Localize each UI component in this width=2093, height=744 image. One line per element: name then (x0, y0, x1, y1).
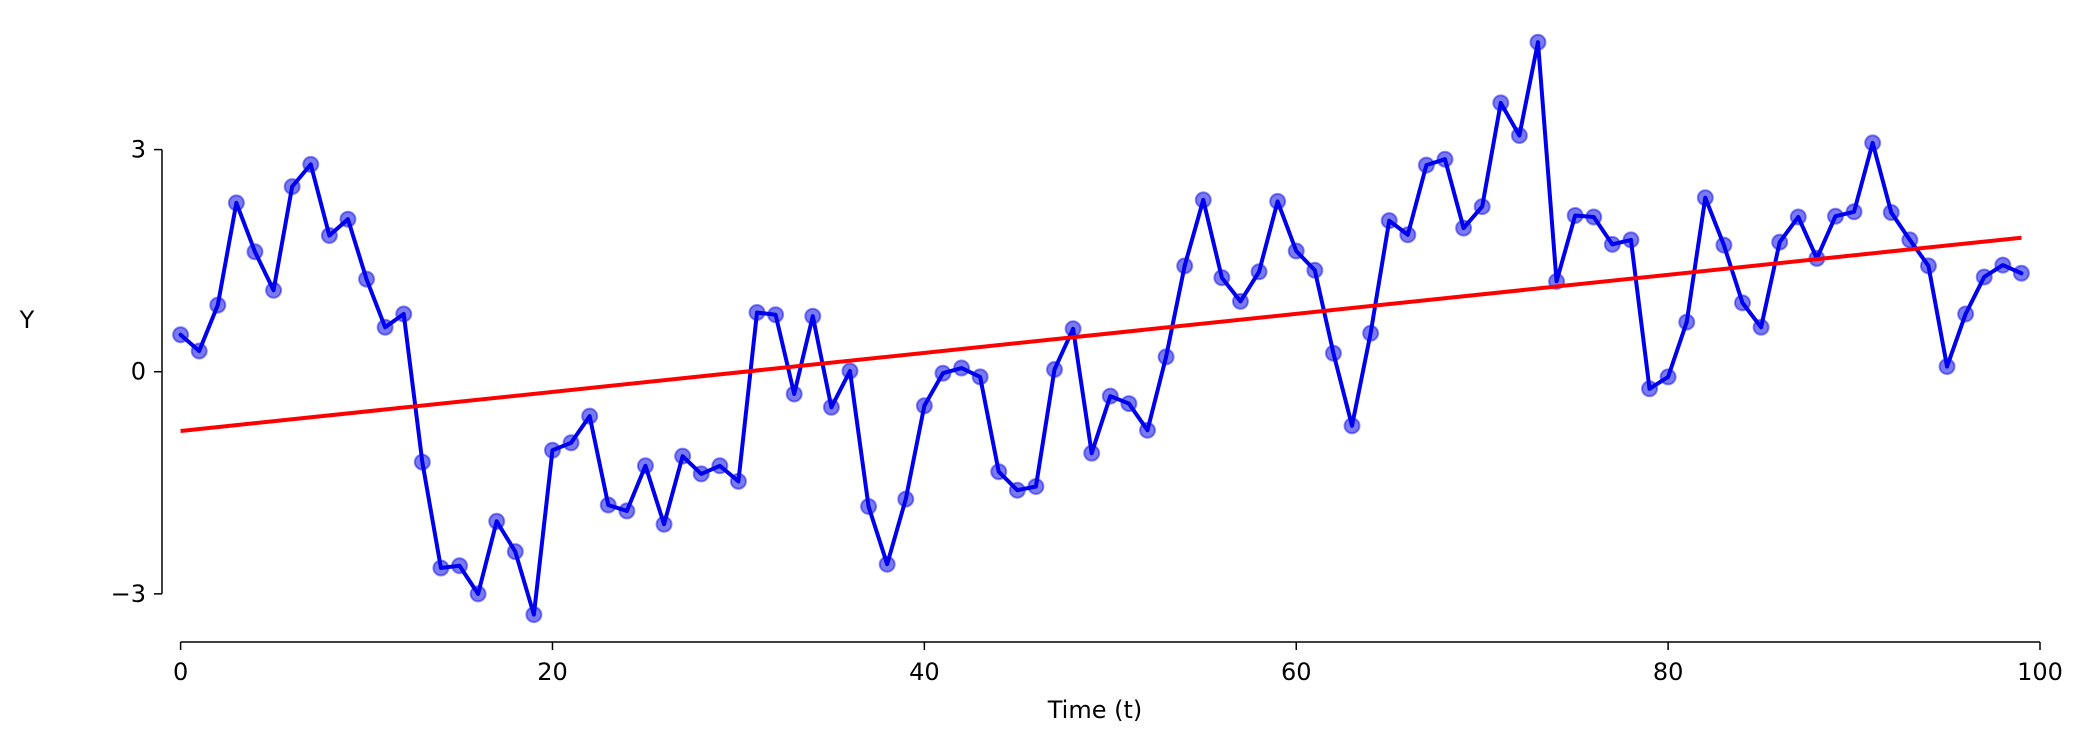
y-tick-label: −3 (111, 580, 146, 608)
x-axis-title: Time (t) (1047, 696, 1143, 724)
y-tick-label: 3 (131, 136, 146, 164)
y-axis-ticks: −3 0 3 (111, 136, 162, 608)
series-line (178, 40, 2024, 617)
plot-area (172, 33, 2030, 624)
x-tick-label: 40 (909, 658, 940, 686)
x-axis-ticks: 0 20 40 60 80 100 (173, 642, 2063, 686)
series-markers (172, 33, 2030, 624)
trend-line (180, 235, 2022, 433)
x-tick-label: 60 (1281, 658, 1312, 686)
x-tick-label: 80 (1653, 658, 1684, 686)
y-tick-label: 0 (131, 358, 146, 386)
x-tick-label: 20 (537, 658, 568, 686)
y-axis-title: Y (19, 306, 35, 334)
x-tick-label: 100 (2017, 658, 2063, 686)
x-tick-label: 0 (173, 658, 188, 686)
